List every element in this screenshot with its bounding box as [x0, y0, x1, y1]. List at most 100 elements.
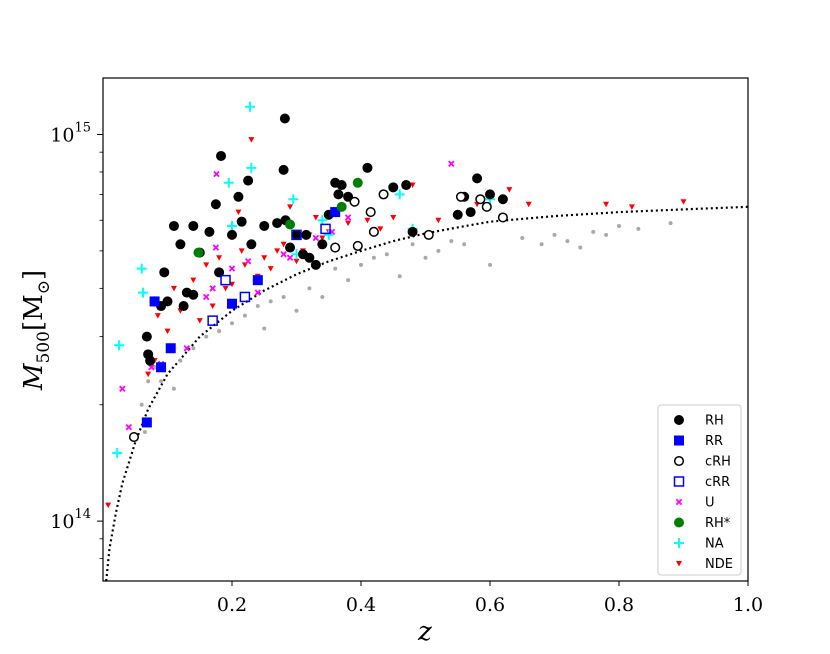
data-point — [401, 180, 412, 191]
legend-label: RR — [705, 434, 723, 449]
data-point — [141, 417, 152, 428]
data-point — [142, 430, 147, 435]
data-point — [449, 239, 454, 244]
data-point — [390, 214, 397, 221]
data-point — [436, 248, 441, 253]
legend-box — [657, 404, 742, 576]
data-point — [125, 423, 133, 431]
series-rh — [141, 113, 508, 366]
data-point — [220, 274, 231, 286]
data-point — [397, 274, 402, 279]
data-point — [617, 223, 621, 228]
series-nde — [105, 137, 687, 509]
data-point — [212, 244, 220, 251]
data-point — [333, 266, 338, 271]
data-point — [162, 296, 173, 307]
data-point — [279, 113, 290, 124]
data-point — [423, 229, 434, 240]
legend-marker — [674, 538, 684, 548]
data-point — [210, 199, 221, 210]
data-point — [203, 262, 210, 268]
data-point — [680, 199, 687, 205]
data-point — [137, 287, 148, 298]
legend-marker — [673, 476, 685, 487]
data-point — [320, 223, 331, 235]
y-axis: 1014 1015 — [50, 120, 103, 559]
data-point — [312, 214, 319, 221]
x-tick-label: 0.8 — [604, 594, 634, 616]
data-point — [525, 201, 532, 208]
legend-label: NA — [705, 537, 724, 552]
legend-item: cRR — [673, 475, 730, 490]
data-point — [233, 191, 244, 202]
data-point — [216, 150, 227, 161]
data-point — [578, 245, 583, 250]
data-point — [345, 220, 352, 227]
data-point — [294, 308, 299, 313]
data-point — [262, 326, 267, 331]
legend-marker — [676, 561, 682, 567]
data-point — [497, 212, 508, 223]
data-point — [235, 209, 242, 216]
data-point — [286, 254, 294, 261]
x-tick-label: 1.0 — [733, 594, 763, 616]
legend-marker — [673, 455, 685, 467]
data-point — [352, 177, 363, 188]
data-point — [377, 226, 384, 232]
data-point — [254, 289, 262, 296]
x-tick-label: 0.2 — [217, 594, 247, 616]
legend-item: U — [675, 496, 715, 511]
data-point — [452, 209, 463, 220]
data-point — [145, 371, 152, 378]
data-point — [365, 207, 376, 218]
data-point — [285, 219, 296, 230]
y-axis-label: M500[M⊙] — [19, 270, 54, 391]
legend-marker — [674, 415, 684, 425]
data-point — [320, 294, 325, 299]
x-axis-label: z — [417, 617, 432, 647]
legend-item: NA — [674, 537, 724, 552]
legend-label: U — [705, 496, 715, 511]
data-point — [255, 304, 260, 309]
data-point — [128, 431, 140, 443]
data-point — [465, 207, 476, 218]
x-tick-label: 0.4 — [346, 594, 376, 616]
data-point — [371, 255, 376, 260]
data-point — [156, 362, 167, 373]
series-rh-star — [193, 177, 363, 258]
data-point — [285, 242, 296, 253]
data-point — [455, 191, 467, 202]
x-tick-label: 0.6 — [475, 594, 505, 616]
data-series — [105, 101, 687, 509]
series-rr — [141, 207, 341, 428]
data-point — [261, 255, 268, 261]
data-point — [317, 215, 328, 226]
data-point — [248, 137, 255, 143]
data-point — [448, 160, 455, 168]
data-point — [207, 315, 218, 326]
data-point — [196, 318, 203, 324]
data-point — [293, 258, 300, 265]
data-point — [223, 177, 234, 188]
data-point — [472, 173, 483, 184]
data-point — [246, 162, 257, 173]
data-point — [336, 180, 347, 191]
legend-label: cRH — [705, 455, 731, 470]
y-label-base: M — [19, 362, 49, 391]
data-point — [362, 162, 373, 173]
data-point — [178, 301, 189, 312]
series-crr — [207, 223, 331, 326]
data-point — [170, 285, 177, 292]
data-point — [281, 294, 286, 299]
legend-label: cRR — [705, 475, 730, 490]
data-point — [119, 385, 126, 392]
data-point — [190, 277, 197, 284]
y-label-unit: [M — [19, 294, 49, 331]
data-point — [304, 252, 315, 263]
data-point — [349, 196, 360, 207]
data-point — [146, 379, 151, 384]
data-point — [213, 170, 220, 178]
data-point — [216, 255, 223, 261]
data-point — [214, 267, 225, 278]
y-label-close: ] — [19, 270, 49, 280]
